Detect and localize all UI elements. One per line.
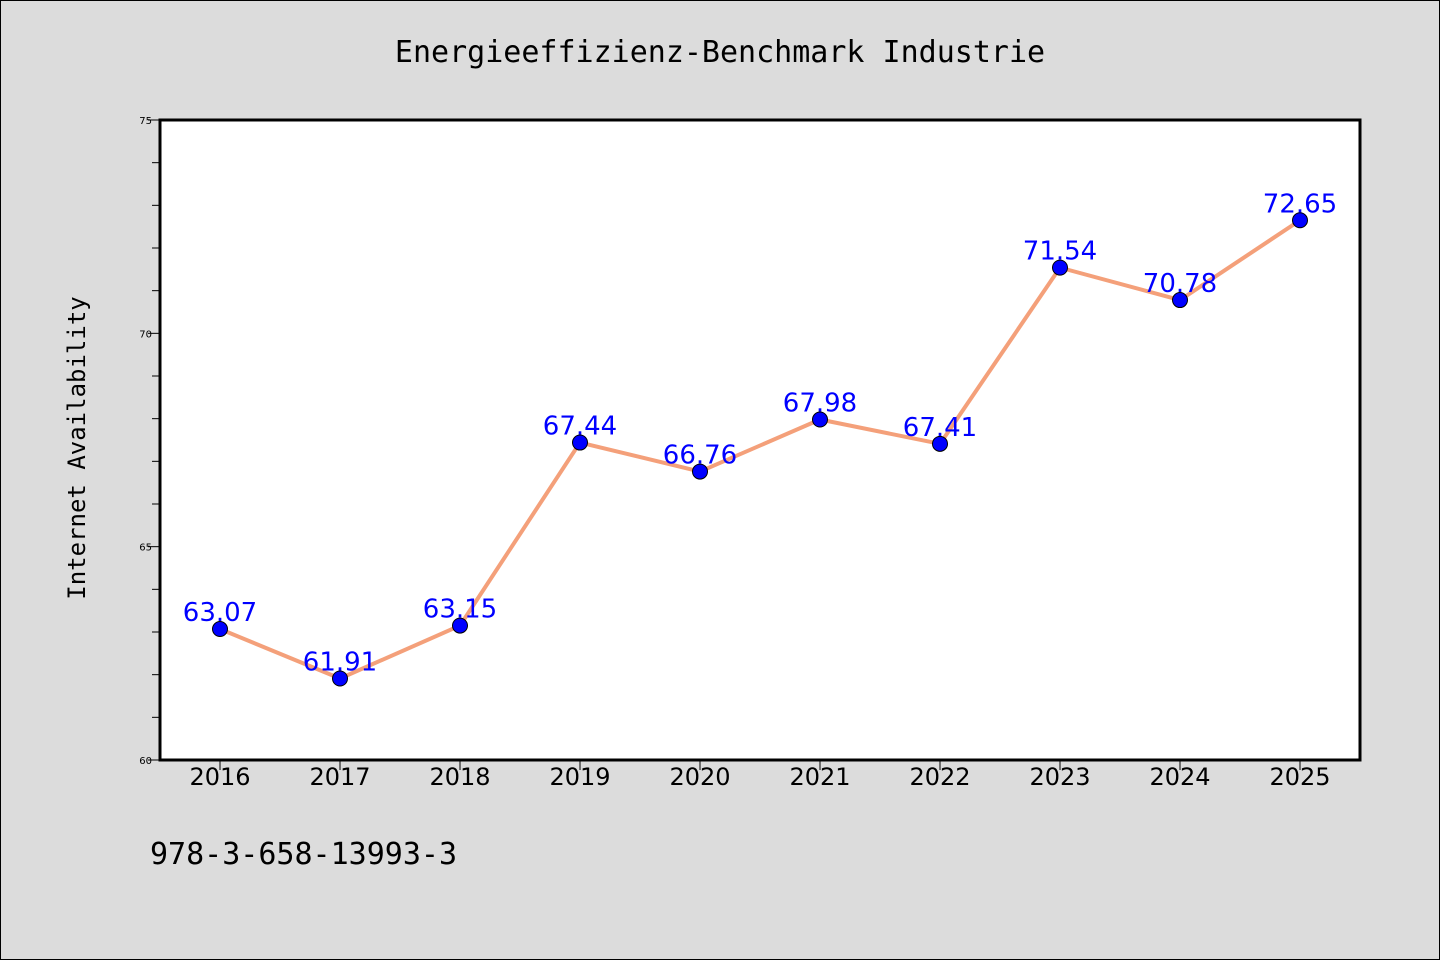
series-line (218, 218, 1302, 681)
y-tick-label: 65 (139, 543, 152, 554)
plot-area (160, 120, 1360, 760)
data-label: 61.91 (303, 648, 377, 678)
data-label: 67.44 (543, 412, 617, 442)
isbn-text: 978-3-658-13993-3 (150, 837, 457, 872)
data-point-marker (572, 434, 588, 451)
data-label: 70.78 (1143, 269, 1217, 299)
y-tick-label: 75 (139, 116, 152, 127)
data-label: 66.76 (663, 441, 737, 471)
data-label: 63.15 (423, 595, 497, 625)
x-axis-ticks: 2016 2017 2018 2019 2020 2021 2022 2023 2024 2025 (189, 760, 1331, 791)
data-labels: 63.07 61.91 63.15 67.44 66.76 67.98 67.41 71.54… (183, 189, 1337, 677)
data-point-marker (1292, 212, 1308, 229)
data-point-marker (212, 621, 228, 638)
y-tick-label: 60 (139, 756, 152, 767)
plot-frame (158, 118, 1362, 762)
x-tick-label: 2022 (909, 763, 970, 791)
x-tick-label: 2020 (669, 763, 730, 791)
data-label: 71.54 (1023, 237, 1097, 267)
data-point-marker (932, 435, 948, 452)
x-tick-label: 2016 (189, 763, 250, 791)
y-axis-label: Internet Availability (63, 296, 91, 599)
x-tick-label: 2021 (789, 763, 850, 791)
x-tick-label: 2017 (309, 763, 370, 791)
y-tick-label: 70 (139, 329, 152, 340)
x-tick-label: 2024 (1149, 763, 1210, 791)
data-point-marker (332, 670, 348, 687)
data-point-marker (812, 411, 828, 428)
data-point-marker (692, 463, 708, 480)
data-point-marker (1052, 259, 1068, 276)
chart-title: Energieeffizienz-Benchmark Industrie (395, 35, 1045, 70)
data-point-marker (452, 617, 468, 634)
data-label: 67.41 (903, 413, 977, 443)
data-point-marker (1172, 292, 1188, 309)
x-tick-label: 2018 (429, 763, 490, 791)
x-tick-label: 2025 (1269, 763, 1330, 791)
x-tick-label: 2019 (549, 763, 610, 791)
data-markers (212, 212, 1308, 687)
x-tick-label: 2023 (1029, 763, 1090, 791)
data-label: 63.07 (183, 598, 257, 628)
data-label: 72.65 (1263, 189, 1337, 219)
data-label: 67.98 (783, 389, 857, 419)
